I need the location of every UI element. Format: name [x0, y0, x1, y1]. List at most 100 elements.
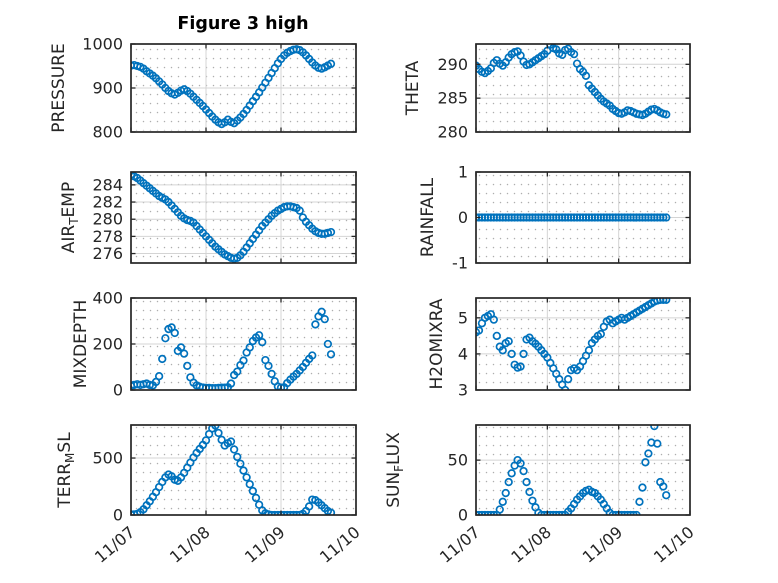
- data-point: [641, 458, 650, 467]
- data-point: [267, 369, 276, 379]
- data-point: [507, 349, 516, 359]
- y-tick-label: 900: [92, 79, 123, 98]
- x-tick-label: 11/07: [91, 523, 139, 567]
- axes-box: [475, 424, 691, 516]
- y-tick-label: 285: [437, 89, 468, 108]
- data-point: [662, 491, 671, 500]
- data-point: [292, 510, 301, 515]
- data-point: [561, 385, 570, 390]
- data-point: [248, 486, 258, 496]
- y-tick-label: -1: [452, 254, 468, 273]
- data-point: [170, 328, 179, 338]
- y-tick-label: 0: [458, 506, 468, 525]
- data-point: [486, 510, 496, 515]
- data-point: [525, 487, 534, 497]
- data-point: [507, 469, 516, 478]
- y-axis-label-sun_flux: SUNFLUX: [384, 432, 406, 508]
- data-point: [236, 459, 245, 468]
- data-points-terr_msl: [131, 425, 336, 515]
- data-point: [311, 320, 320, 329]
- y-axis-label-theta: THETA: [403, 60, 423, 116]
- data-point: [483, 510, 493, 515]
- y-axis-label-air_temp: AIRTEMP: [59, 182, 81, 253]
- data-point: [638, 483, 647, 492]
- subplot-pressure: 800 900 1000 PRESSURE: [49, 35, 357, 142]
- y-tick-label: 5: [458, 308, 468, 327]
- data-point: [501, 488, 510, 498]
- data-point: [183, 361, 192, 371]
- data-point: [537, 510, 546, 515]
- data-point: [279, 510, 289, 515]
- subplot-theta: 280 285 290 THETA: [403, 43, 691, 142]
- y-tick-label: 3: [458, 381, 468, 400]
- x-tick-label: 11/10: [650, 523, 698, 567]
- data-point: [304, 502, 314, 511]
- data-point: [489, 315, 498, 324]
- data-point: [629, 510, 638, 515]
- y-tick-label: 200: [92, 335, 123, 354]
- data-point: [308, 351, 317, 360]
- data-point: [519, 466, 528, 476]
- data-point: [233, 367, 242, 376]
- data-point: [276, 383, 286, 390]
- x-tick-label: 11/09: [241, 523, 289, 567]
- y-axis-label-h2omixra: H2OMIXRA: [427, 298, 447, 389]
- data-point: [229, 445, 239, 454]
- x-tick-label: 11/08: [507, 523, 555, 567]
- data-point: [270, 510, 279, 515]
- data-point: [289, 510, 298, 515]
- data-point: [662, 213, 671, 222]
- data-points-sun_flux: [476, 425, 671, 515]
- minor-grid: [477, 299, 689, 389]
- subplot-terr_msl: 0 500 TERRMSL 11/07 11/08 11/09 11/10: [55, 424, 364, 567]
- data-point: [495, 505, 504, 514]
- data-point: [145, 380, 154, 390]
- data-point: [317, 307, 326, 316]
- y-tick-label: 280: [92, 210, 123, 229]
- data-point: [498, 497, 507, 506]
- y-tick-label: 4: [458, 344, 468, 363]
- data-point: [226, 379, 236, 388]
- x-tick-label: 11/08: [166, 523, 214, 567]
- data-point: [239, 466, 248, 475]
- y-axis-label-rainfall: RAINFALL: [418, 177, 438, 257]
- data-point: [264, 361, 273, 371]
- subplot-sun_flux: 0 50 SUNFLUX 11/07 11/08 11/09 11/10: [384, 424, 698, 567]
- data-point: [626, 510, 635, 515]
- data-point: [662, 298, 671, 304]
- y-tick-label: 290: [437, 55, 468, 74]
- data-point: [611, 510, 620, 515]
- data-point: [620, 510, 629, 515]
- data-point: [131, 172, 136, 179]
- data-point: [563, 375, 573, 384]
- data-point: [254, 331, 264, 340]
- data-point: [214, 428, 223, 438]
- y-tick-label: 400: [92, 289, 123, 308]
- data-point: [161, 334, 170, 343]
- data-point: [323, 339, 333, 349]
- data-point: [245, 480, 254, 489]
- axes-box: [130, 424, 357, 516]
- data-point: [569, 50, 579, 59]
- data-point: [608, 510, 617, 515]
- data-point: [584, 346, 594, 355]
- data-point: [528, 496, 537, 505]
- data-point: [555, 510, 564, 515]
- data-point: [635, 497, 644, 506]
- data-point: [659, 298, 668, 304]
- x-tick-label: 11/09: [579, 523, 627, 567]
- minor-grid: [477, 45, 689, 131]
- data-point: [326, 59, 336, 68]
- data-point: [251, 493, 261, 503]
- subplot-rainfall: -1 0 1 RAINFALL: [418, 163, 691, 273]
- y-axis-label-mixdepth: MIXDEPTH: [71, 300, 91, 389]
- data-point: [546, 510, 555, 515]
- data-point: [623, 510, 632, 515]
- data-points-rainfall: [476, 213, 671, 222]
- data-point: [326, 508, 336, 515]
- y-tick-label: 0: [458, 208, 468, 227]
- data-point: [516, 362, 525, 371]
